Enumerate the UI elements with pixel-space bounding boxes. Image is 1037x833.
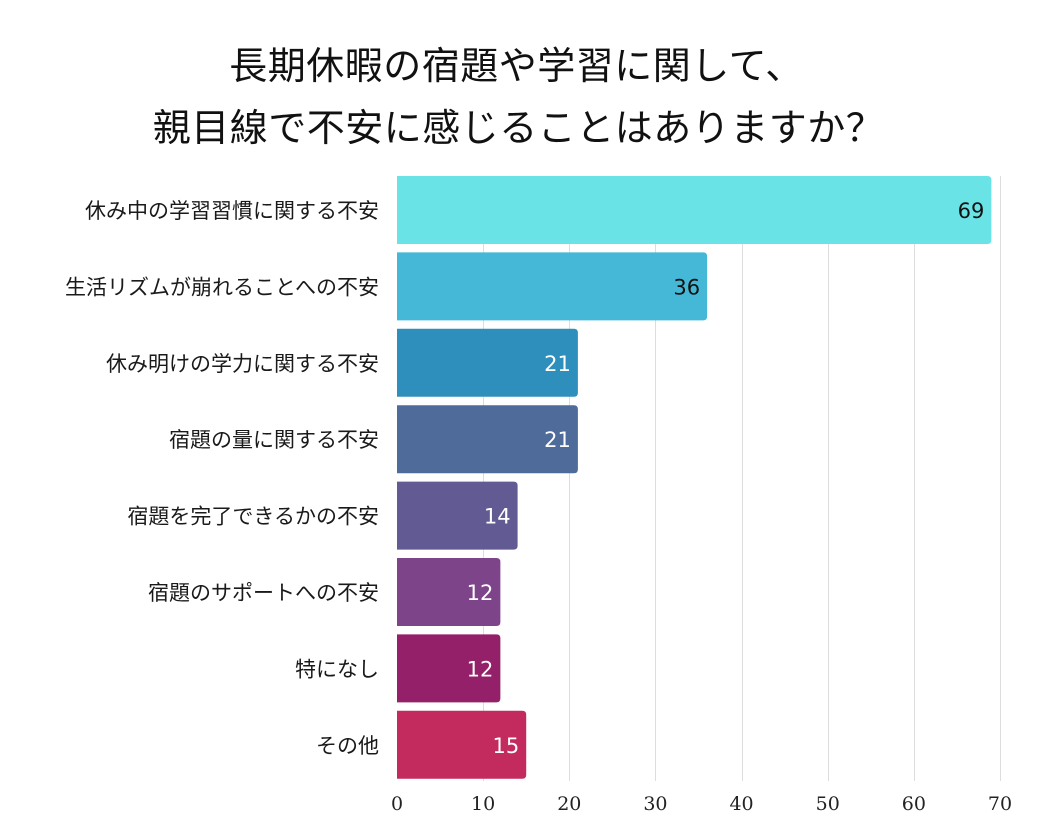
bars: 69 36 21 21 14 12 12 15 <box>397 176 992 779</box>
bar <box>397 328 578 397</box>
category-label: 休み中の学習習慣に関する不安 <box>85 199 379 223</box>
bar <box>397 481 518 550</box>
x-tick-label: 60 <box>902 793 926 815</box>
x-tick-label: 50 <box>816 793 840 815</box>
chart-title-line-1: 長期休暇の宿題や学習に関して、 <box>229 44 804 88</box>
x-tick-label: 10 <box>471 793 495 815</box>
category-labels: 休み中の学習習慣に関する不安生活リズムが崩れることへの不安休み明けの学力に関する… <box>65 199 379 758</box>
x-tick-label: 70 <box>988 793 1012 815</box>
category-label: 宿題のサポートへの不安 <box>148 581 379 605</box>
x-axis-ticks: 0 10 20 30 40 50 60 70 <box>391 793 1012 815</box>
x-tick-label: 20 <box>557 793 581 815</box>
bar <box>397 634 501 703</box>
category-label: 宿題の量に関する不安 <box>169 428 379 452</box>
bar <box>397 710 527 779</box>
bar-value-label: 21 <box>544 352 571 376</box>
chart-title-line-2: 親目線で不安に感じることはありますか？ <box>152 106 885 150</box>
category-label: 宿題を完了できるかの不安 <box>127 505 379 529</box>
category-label: 休み明けの学力に関する不安 <box>106 352 379 376</box>
x-tick-label: 30 <box>643 793 667 815</box>
bar <box>397 176 992 244</box>
bar <box>397 252 708 321</box>
category-label: 生活リズムが崩れることへの不安 <box>65 275 379 299</box>
category-label: 特になし <box>295 657 379 681</box>
bar-value-label: 12 <box>467 657 494 681</box>
bar <box>397 558 501 626</box>
x-tick-label: 0 <box>391 793 403 815</box>
category-label: その他 <box>316 734 379 758</box>
bar-value-label: 69 <box>958 199 985 223</box>
bar-value-label: 21 <box>544 428 571 452</box>
x-tick-label: 40 <box>729 793 753 815</box>
bar-value-label: 12 <box>467 581 494 605</box>
bar-value-label: 36 <box>673 275 700 299</box>
bar <box>397 405 578 474</box>
bar-value-label: 15 <box>492 734 519 758</box>
bar-value-label: 14 <box>484 505 511 529</box>
